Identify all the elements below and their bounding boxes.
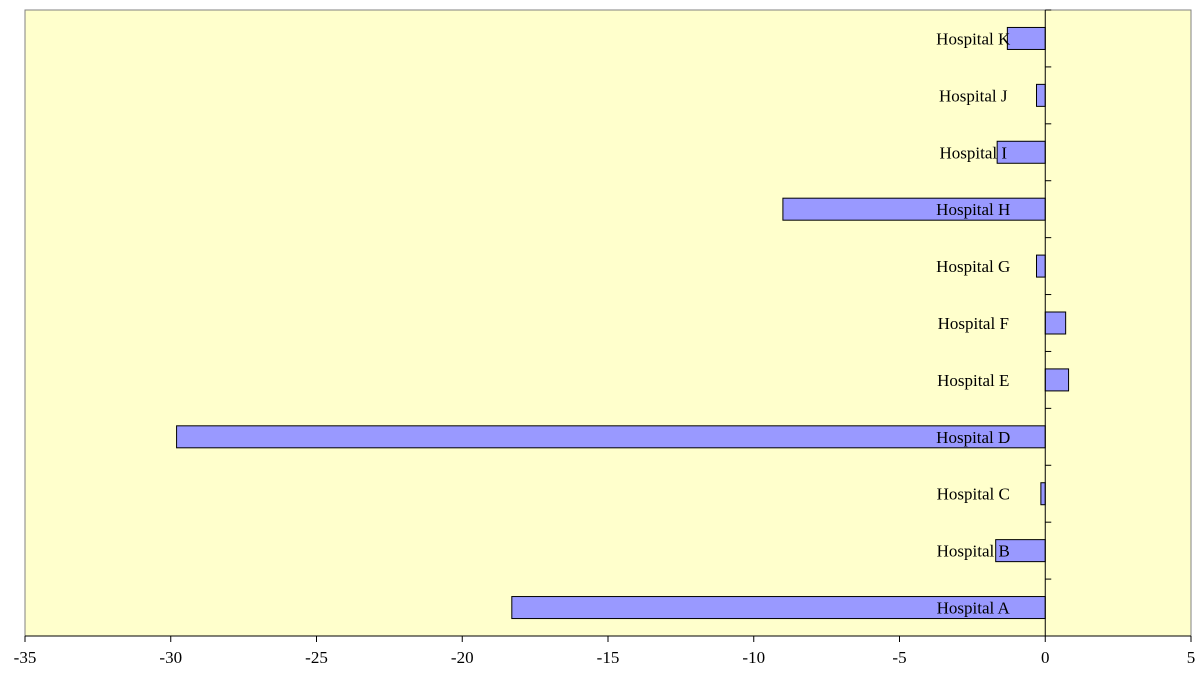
bar-hospital-k xyxy=(1006,26,1046,50)
x-tick-label: -20 xyxy=(451,648,474,667)
category-label: Hospital H xyxy=(936,200,1010,219)
bar-hospital-f xyxy=(1044,311,1067,335)
category-labels: Hospital A Hospital B Hospital C Hospital D… xyxy=(936,29,1011,617)
x-tick-label: -30 xyxy=(159,648,182,667)
x-tick-label: -35 xyxy=(14,648,37,667)
category-label: Hospital A xyxy=(937,599,1011,618)
x-tick-label: -25 xyxy=(305,648,328,667)
category-label: Hospital K xyxy=(936,29,1011,48)
zero-axis xyxy=(1044,9,1052,637)
category-label: Hospital G xyxy=(936,257,1010,276)
category-label: Hospital C xyxy=(937,485,1010,504)
bar-hospital-j xyxy=(1036,83,1046,107)
bar-hospital-d xyxy=(176,425,1046,449)
category-label: Hospital B xyxy=(937,542,1010,561)
bars-group xyxy=(176,26,1070,620)
category-label: Hospital I xyxy=(939,143,1007,162)
category-label: Hospital F xyxy=(938,314,1009,333)
bar-hospital-e xyxy=(1044,368,1070,392)
category-label: Hospital J xyxy=(939,86,1008,105)
x-tick-label: -10 xyxy=(742,648,765,667)
x-tick-label: 5 xyxy=(1187,648,1196,667)
x-tick-label: -15 xyxy=(597,648,620,667)
x-axis: -35 -30 -25 -20 -15 -10 -5 0 5 xyxy=(14,635,1196,667)
category-label: Hospital D xyxy=(936,428,1010,447)
bar-hospital-c xyxy=(1040,482,1046,506)
plot-area xyxy=(24,9,1192,637)
x-tick-label: -5 xyxy=(892,648,906,667)
category-label: Hospital E xyxy=(937,371,1009,390)
bar-hospital-g xyxy=(1036,254,1046,278)
x-tick-label: 0 xyxy=(1041,648,1050,667)
